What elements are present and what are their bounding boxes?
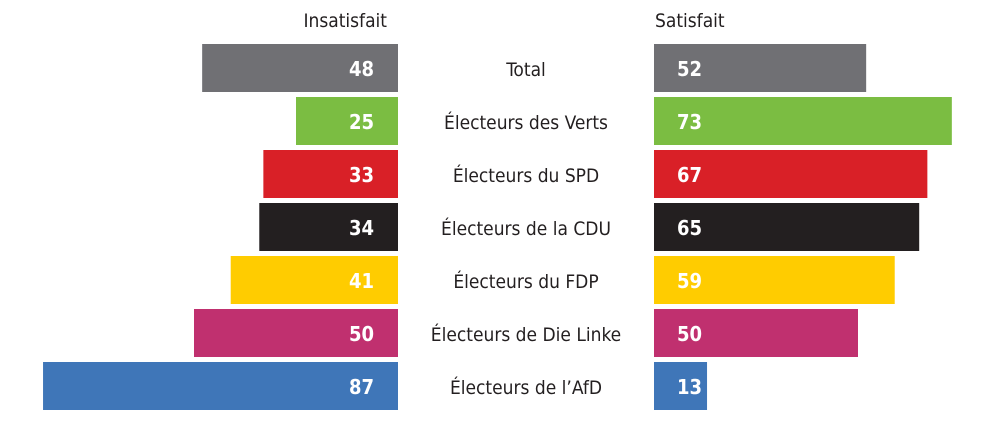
value-label-insatisfait: 41 — [349, 269, 374, 293]
value-label-insatisfait: 34 — [349, 216, 374, 240]
value-label-insatisfait: 87 — [349, 375, 374, 399]
value-label-insatisfait: 48 — [349, 57, 374, 81]
bar-satisfait — [654, 150, 928, 198]
bar-insatisfait — [194, 309, 398, 357]
bar-insatisfait — [263, 150, 398, 198]
value-label-satisfait: 67 — [677, 163, 702, 187]
value-label-satisfait: 65 — [677, 216, 702, 240]
bar-satisfait — [654, 362, 708, 410]
value-label-satisfait: 50 — [677, 322, 702, 346]
value-label-satisfait: 59 — [677, 269, 702, 293]
value-label-insatisfait: 25 — [349, 110, 374, 134]
category-label: Électeurs du FDP — [453, 270, 598, 293]
value-label-insatisfait: 50 — [349, 322, 374, 346]
bar-insatisfait — [202, 44, 398, 92]
bar-satisfait — [654, 256, 895, 304]
header-satisfait: Satisfait — [655, 10, 725, 32]
category-label: Électeurs des Verts — [444, 111, 608, 134]
category-label: Électeurs du SPD — [453, 164, 599, 187]
bar-insatisfait — [296, 97, 398, 145]
bar-satisfait — [654, 203, 920, 251]
value-label-satisfait: 73 — [677, 110, 702, 134]
category-label: Électeurs de la CDU — [441, 217, 611, 240]
category-label: Total — [505, 59, 546, 81]
bar-satisfait — [654, 44, 867, 92]
bar-insatisfait — [259, 203, 398, 251]
category-label: Électeurs de Die Linke — [431, 323, 621, 346]
value-label-satisfait: 52 — [677, 57, 702, 81]
value-label-satisfait: 13 — [677, 375, 702, 399]
header-insatisfait: Insatisfait — [303, 10, 387, 32]
bar-insatisfait — [43, 362, 398, 410]
bar-satisfait — [654, 97, 952, 145]
bar-insatisfait — [230, 256, 398, 304]
bar-satisfait — [654, 309, 858, 357]
value-label-insatisfait: 33 — [349, 163, 374, 187]
category-label: Électeurs de l’AfD — [450, 376, 602, 399]
